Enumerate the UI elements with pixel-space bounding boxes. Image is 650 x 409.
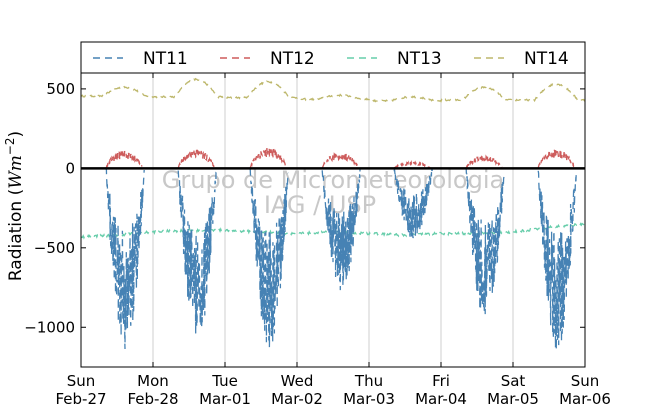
x-axis-ticks: SunFeb-27MonFeb-28TueMar-01WedMar-02ThuM… — [55, 73, 611, 408]
legend-label-nt13: NT13 — [397, 49, 442, 69]
series-line-nt14 — [80, 77, 586, 103]
legend-label-nt11: NT11 — [143, 49, 188, 69]
series-line-nt12 — [177, 149, 215, 169]
series-line-nt12 — [393, 159, 431, 169]
series-lines — [80, 77, 586, 350]
y-axis-ticks: 500 0 −500 −1000 — [24, 80, 585, 336]
x-tick-label-date: Feb-27 — [55, 390, 106, 408]
x-tick-label-day: Thu — [354, 372, 383, 390]
legend-label-nt12: NT12 — [270, 49, 315, 69]
y-tick-label: −1000 — [24, 318, 75, 336]
series-line-nt12 — [537, 149, 575, 169]
x-tick-label-date: Mar-05 — [487, 390, 539, 408]
watermark-line-2: IAG / USP — [264, 191, 376, 219]
grid-lines — [152, 73, 514, 367]
y-tick-label: 500 — [46, 80, 75, 98]
x-tick-label-date: Feb-28 — [127, 390, 178, 408]
x-tick-label-date: Mar-04 — [415, 390, 467, 408]
series-line-nt11 — [393, 169, 433, 239]
x-tick-label-date: Mar-06 — [559, 390, 611, 408]
legend-label-nt14: NT14 — [524, 49, 569, 69]
x-tick-label-day: Sat — [501, 372, 526, 390]
x-tick-label-date: Mar-03 — [343, 390, 395, 408]
x-tick-label-day: Wed — [281, 372, 314, 390]
series-line-nt11 — [465, 168, 505, 315]
y-tick-label: 0 — [65, 159, 75, 177]
x-tick-label-day: Sun — [67, 372, 96, 390]
series-line-nt11 — [321, 168, 361, 291]
series-line-nt12 — [321, 152, 359, 169]
y-tick-label: −500 — [34, 239, 75, 257]
legend: NT11 NT12 NT13 NT14 — [80, 41, 586, 74]
series-line-nt12 — [249, 146, 287, 169]
watermark-line-1: Grupo de Micrometeorologia — [162, 166, 504, 194]
x-tick-label-day: Mon — [137, 372, 169, 390]
x-tick-label-day: Sun — [571, 372, 600, 390]
x-tick-label-day: Tue — [211, 372, 238, 390]
series-line-nt11 — [249, 168, 289, 348]
x-tick-label-date: Mar-01 — [199, 390, 251, 408]
series-line-nt11 — [537, 170, 577, 350]
x-tick-label-date: Mar-02 — [271, 390, 323, 408]
series-line-nt11 — [105, 168, 145, 350]
x-tick-label-day: Fri — [432, 372, 450, 390]
series-line-nt12 — [465, 154, 503, 169]
series-line-nt12 — [105, 150, 143, 169]
series-line-nt11 — [177, 170, 217, 334]
y-axis-label: Radiation (Wm−2) — [3, 131, 26, 281]
